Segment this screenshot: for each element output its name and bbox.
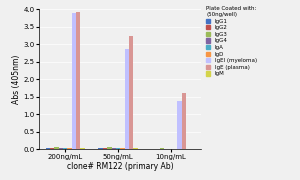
Bar: [116, 148, 120, 149]
Bar: [63, 148, 67, 149]
Bar: [54, 147, 58, 149]
Bar: [182, 93, 186, 149]
Bar: [178, 101, 182, 149]
Bar: [46, 148, 50, 149]
Bar: [124, 49, 129, 149]
Bar: [160, 148, 164, 149]
Bar: [67, 148, 72, 149]
Bar: [120, 148, 124, 149]
Bar: [107, 147, 112, 149]
Y-axis label: Abs (405nm): Abs (405nm): [12, 55, 21, 104]
Bar: [72, 13, 76, 149]
X-axis label: clone# RM122 (primary Ab): clone# RM122 (primary Ab): [67, 162, 173, 171]
Legend: IgG1, IgG2, IgG3, IgG4, IgA, IgD, IgEI (myeloma), IgE (plasma), IgM: IgG1, IgG2, IgG3, IgG4, IgA, IgD, IgEI (…: [206, 6, 257, 76]
Bar: [50, 148, 54, 149]
Bar: [133, 148, 138, 149]
Bar: [80, 148, 85, 149]
Bar: [129, 36, 133, 149]
Bar: [58, 148, 63, 149]
Bar: [98, 148, 103, 149]
Bar: [112, 148, 116, 149]
Bar: [76, 12, 80, 149]
Bar: [103, 148, 107, 149]
